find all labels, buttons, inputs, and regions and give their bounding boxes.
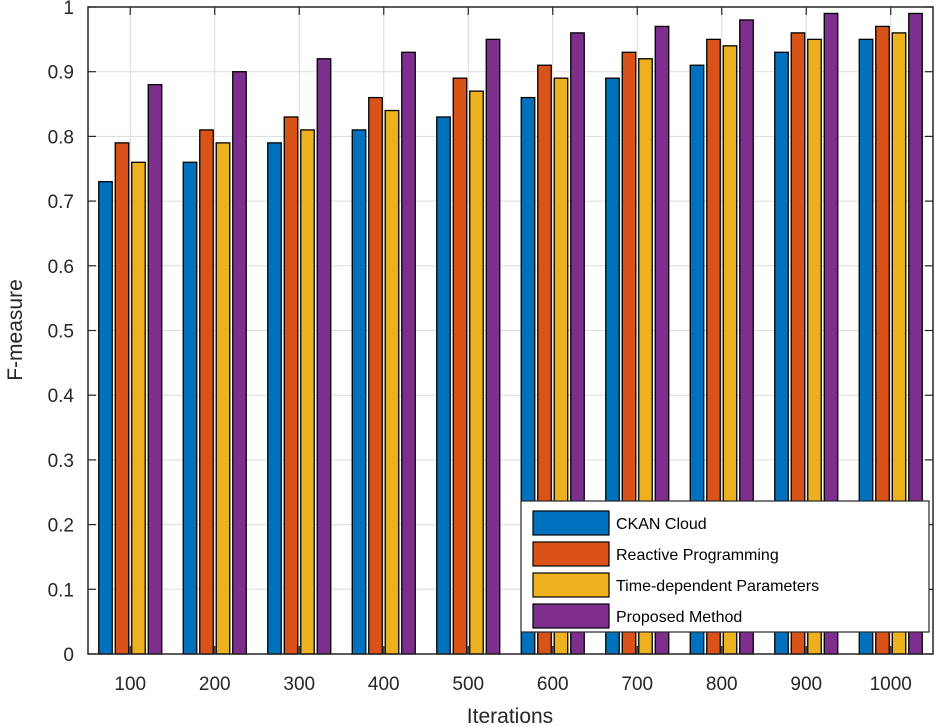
bar-reactive-programming-200 <box>199 129 214 655</box>
bar-ckan-cloud-100 <box>98 181 113 655</box>
y-tick-label: 0 <box>63 645 74 666</box>
y-tick-label: 0.7 <box>48 192 74 213</box>
x-tick-label: 700 <box>621 674 653 695</box>
bar-reactive-programming-100 <box>114 142 130 655</box>
bar-proposed-method-500 <box>485 38 501 655</box>
y-tick-label: 0.9 <box>48 63 74 84</box>
bar-ckan-cloud-400 <box>351 129 367 655</box>
bar-proposed-method-400 <box>401 51 416 655</box>
y-tick-label: 0.5 <box>48 322 74 343</box>
bar-proposed-method-300 <box>316 58 332 655</box>
legend-label: Time-dependent Parameters <box>616 578 819 595</box>
bar-time-dependent-parameters-100 <box>131 161 146 655</box>
x-tick-label: 200 <box>199 674 231 695</box>
x-tick-label: 600 <box>537 674 569 695</box>
x-axis-ticks: 100 200 300 400 500 600 700 800 900 1000 <box>114 7 912 695</box>
y-tick-label: 1 <box>63 0 74 19</box>
y-axis-title: F-measure <box>4 279 27 381</box>
x-tick-label: 500 <box>452 674 484 695</box>
legend-label: Proposed Method <box>616 609 742 626</box>
bar-ckan-cloud-200 <box>182 161 198 655</box>
bar-time-dependent-parameters-500 <box>469 90 484 655</box>
bar-time-dependent-parameters-200 <box>215 142 231 655</box>
legend-swatch <box>532 572 610 598</box>
bar-ckan-cloud-300 <box>267 142 282 655</box>
bar-proposed-method-100 <box>147 83 163 655</box>
legend-label: CKAN Cloud <box>616 516 707 533</box>
legend-swatch <box>532 603 610 629</box>
x-tick-label: 900 <box>790 674 822 695</box>
x-tick-label: 100 <box>114 674 146 695</box>
y-axis-ticks: 0 0.1 0.2 0.3 0.4 0.5 0.6 0.7 0.8 0.9 1 <box>48 0 933 666</box>
x-axis-title: Iterations <box>467 705 553 727</box>
y-tick-label: 0.8 <box>48 127 74 148</box>
x-tick-label: 400 <box>368 674 400 695</box>
x-tick-label: 300 <box>283 674 315 695</box>
legend: CKAN Cloud Reactive Programming Time-depen… <box>520 500 930 633</box>
y-tick-label: 0.6 <box>48 257 74 278</box>
bar-time-dependent-parameters-300 <box>300 129 315 655</box>
legend-swatch <box>532 510 610 536</box>
x-tick-label: 1000 <box>870 674 912 695</box>
bar-reactive-programming-500 <box>452 77 468 655</box>
bar-time-dependent-parameters-400 <box>384 109 400 655</box>
bar-ckan-cloud-500 <box>436 116 451 655</box>
legend-swatch <box>532 541 610 567</box>
bar-reactive-programming-400 <box>368 96 383 655</box>
y-tick-label: 0.2 <box>48 516 74 537</box>
legend-label: Reactive Programming <box>616 547 779 564</box>
x-tick-label: 800 <box>706 674 738 695</box>
y-tick-label: 0.4 <box>48 386 75 407</box>
y-tick-label: 0.1 <box>48 580 74 601</box>
y-tick-label: 0.3 <box>48 451 74 472</box>
bar-reactive-programming-300 <box>283 116 299 655</box>
bar-proposed-method-200 <box>232 71 247 655</box>
